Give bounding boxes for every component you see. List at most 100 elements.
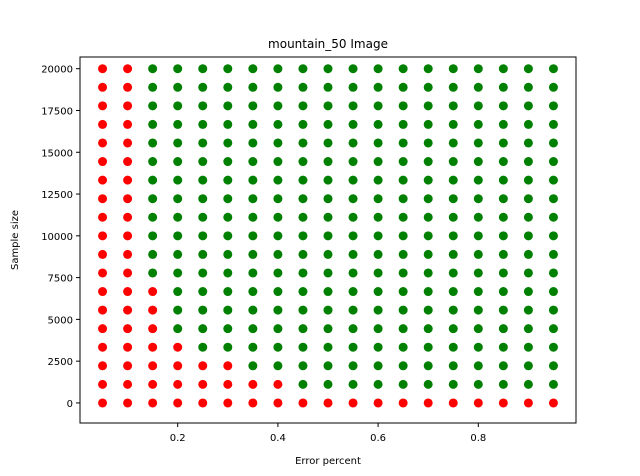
green-point: [298, 231, 308, 241]
red-point: [123, 194, 133, 204]
red-point: [98, 361, 108, 371]
y-tick-label: 7500: [48, 274, 73, 285]
green-point: [398, 175, 408, 185]
red-point: [448, 398, 458, 408]
green-point: [523, 119, 533, 129]
green-point: [473, 157, 483, 167]
red-point: [148, 379, 158, 389]
chart-title: mountain_50 Image: [268, 37, 388, 51]
green-point: [423, 138, 433, 148]
green-point: [448, 324, 458, 334]
green-point: [173, 212, 183, 222]
green-point: [248, 361, 258, 371]
green-point: [548, 287, 558, 297]
green-point: [473, 342, 483, 352]
green-point: [348, 157, 358, 167]
green-point: [423, 157, 433, 167]
green-point: [398, 305, 408, 315]
red-point: [548, 398, 558, 408]
green-point: [248, 305, 258, 315]
red-point: [273, 398, 283, 408]
green-point: [298, 82, 308, 92]
green-point: [423, 101, 433, 111]
green-point: [348, 342, 358, 352]
red-point: [123, 212, 133, 222]
green-point: [148, 194, 158, 204]
green-point: [348, 138, 358, 148]
red-point: [98, 324, 108, 334]
green-point: [223, 268, 233, 278]
green-point: [373, 231, 383, 241]
y-tick-label: 2500: [48, 357, 73, 368]
green-point: [198, 175, 208, 185]
green-point: [223, 305, 233, 315]
red-point: [123, 249, 133, 259]
green-point: [173, 157, 183, 167]
green-point: [298, 138, 308, 148]
green-point: [448, 212, 458, 222]
x-tick-label: 0.4: [270, 433, 286, 444]
green-point: [523, 361, 533, 371]
green-point: [398, 194, 408, 204]
green-point: [173, 287, 183, 297]
green-point: [373, 194, 383, 204]
green-point: [498, 157, 508, 167]
green-point: [198, 231, 208, 241]
green-point: [323, 268, 333, 278]
green-point: [548, 175, 558, 185]
green-point: [448, 249, 458, 259]
green-point: [548, 379, 558, 389]
green-point: [198, 287, 208, 297]
green-point: [373, 138, 383, 148]
green-point: [448, 101, 458, 111]
x-tick-label: 0.8: [470, 433, 486, 444]
green-point: [273, 305, 283, 315]
green-point: [273, 157, 283, 167]
green-point: [473, 175, 483, 185]
green-point: [473, 305, 483, 315]
red-point: [123, 64, 133, 74]
green-point: [473, 138, 483, 148]
y-tick-label: 0: [67, 399, 73, 410]
green-point: [398, 138, 408, 148]
green-point: [473, 212, 483, 222]
red-point: [248, 398, 258, 408]
green-point: [148, 175, 158, 185]
green-point: [198, 82, 208, 92]
green-point: [298, 305, 308, 315]
green-point: [473, 119, 483, 129]
green-point: [173, 268, 183, 278]
green-point: [223, 119, 233, 129]
green-point: [273, 231, 283, 241]
points-group: [98, 64, 558, 408]
green-point: [498, 82, 508, 92]
green-point: [523, 268, 533, 278]
green-point: [523, 175, 533, 185]
green-point: [248, 342, 258, 352]
y-tick-label: 10000: [41, 232, 73, 243]
green-point: [323, 324, 333, 334]
red-point: [98, 157, 108, 167]
green-point: [523, 305, 533, 315]
green-point: [273, 268, 283, 278]
green-point: [548, 231, 558, 241]
green-point: [398, 361, 408, 371]
green-point: [223, 175, 233, 185]
red-point: [398, 398, 408, 408]
green-point: [523, 212, 533, 222]
green-point: [473, 249, 483, 259]
green-point: [373, 268, 383, 278]
green-point: [373, 101, 383, 111]
red-point: [123, 287, 133, 297]
green-point: [498, 379, 508, 389]
red-point: [198, 361, 208, 371]
red-point: [98, 342, 108, 352]
green-point: [248, 82, 258, 92]
red-point: [123, 361, 133, 371]
green-point: [473, 379, 483, 389]
green-point: [348, 82, 358, 92]
green-point: [248, 249, 258, 259]
red-point: [98, 231, 108, 241]
green-point: [523, 342, 533, 352]
green-point: [373, 361, 383, 371]
